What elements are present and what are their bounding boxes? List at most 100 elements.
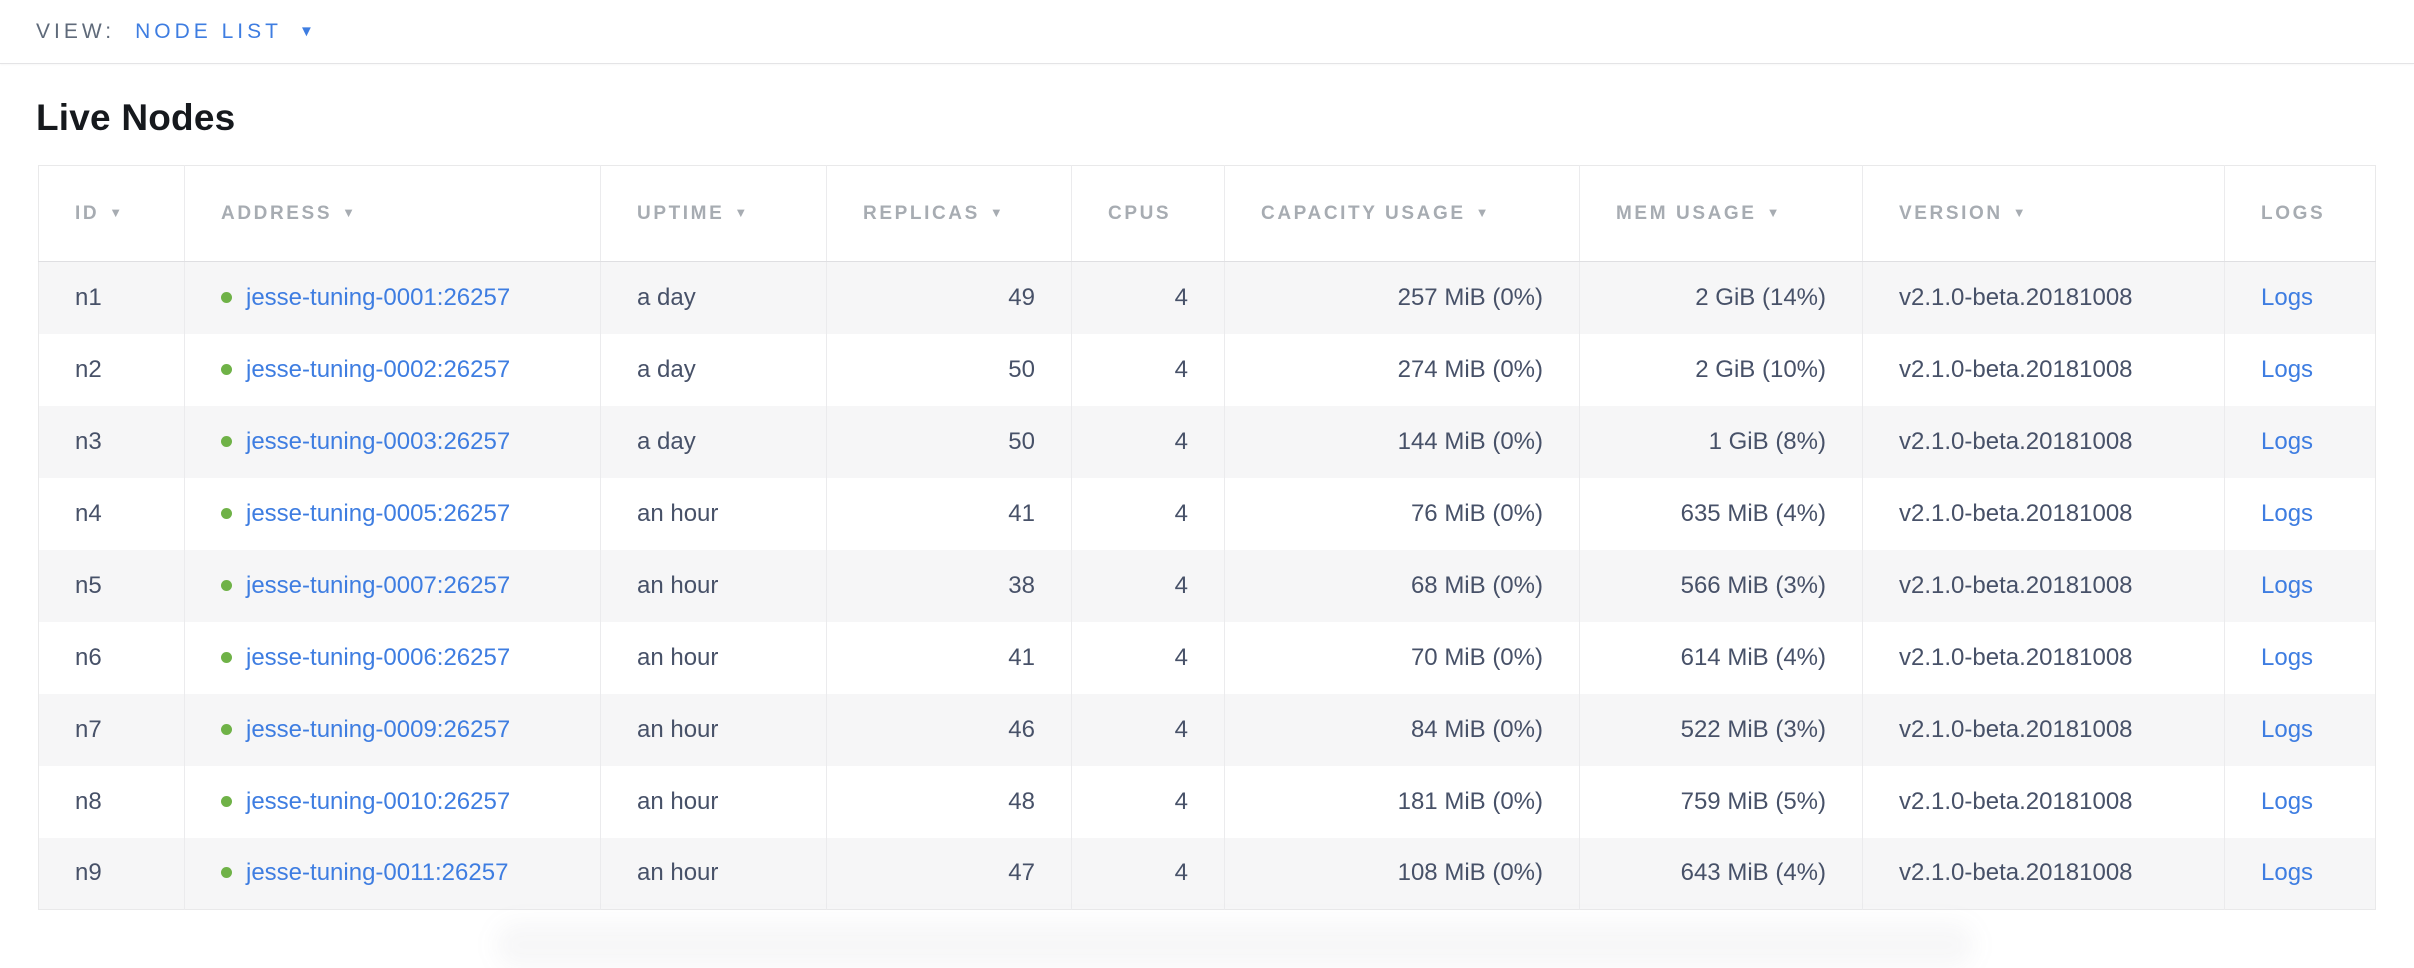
table-row: n6 jesse-tuning-0006:26257 an hour 41 4 70 Mi…	[38, 621, 2376, 694]
node-replicas-cell: 48	[826, 765, 1072, 838]
node-mem-usage-cell: 759 MiB (5%)	[1579, 765, 1863, 838]
address-link[interactable]: jesse-tuning-0005:26257	[246, 499, 511, 527]
node-status-healthy-icon	[221, 867, 232, 879]
node-address-cell: jesse-tuning-0002:26257	[184, 333, 601, 406]
node-version-cell: v2.1.0-beta.20181008	[1862, 261, 2225, 334]
logs-link[interactable]: Logs	[2261, 715, 2314, 743]
logs-link[interactable]: Logs	[2261, 499, 2314, 527]
node-status-healthy-icon	[221, 723, 232, 735]
node-capacity-usage-cell: 84 MiB (0%)	[1224, 693, 1580, 766]
node-cpus-cell: 4	[1071, 405, 1225, 478]
node-id-cell: n3	[38, 405, 185, 478]
node-uptime-cell: an hour	[600, 621, 827, 694]
node-version-cell: v2.1.0-beta.20181008	[1862, 765, 2225, 838]
node-logs-cell: Logs	[2225, 334, 2376, 406]
node-id-cell: n1	[38, 261, 185, 334]
column-header-address[interactable]: ADDRESS ▼	[184, 165, 601, 262]
column-header-id[interactable]: ID ▼	[38, 165, 185, 262]
node-cpus-cell: 4	[1071, 765, 1225, 838]
node-uptime-cell: an hour	[600, 693, 827, 766]
node-id-cell: n5	[38, 549, 185, 622]
logs-link[interactable]: Logs	[2261, 283, 2314, 311]
node-capacity-usage-cell: 70 MiB (0%)	[1224, 621, 1580, 694]
address-link[interactable]: jesse-tuning-0007:26257	[246, 571, 511, 599]
logs-link[interactable]: Logs	[2261, 643, 2314, 671]
node-id-cell: n8	[38, 765, 185, 838]
address-link[interactable]: jesse-tuning-0010:26257	[246, 787, 511, 815]
logs-link[interactable]: Logs	[2261, 787, 2314, 815]
node-version-cell: v2.1.0-beta.20181008	[1862, 837, 2225, 910]
logs-link[interactable]: Logs	[2261, 859, 2314, 887]
address-link[interactable]: jesse-tuning-0003:26257	[246, 427, 511, 455]
logs-link[interactable]: Logs	[2261, 427, 2314, 455]
node-replicas-cell: 47	[826, 837, 1072, 910]
address-link[interactable]: jesse-tuning-0002:26257	[246, 355, 511, 383]
chevron-down-icon: ▼	[298, 23, 314, 40]
table-row: n3 jesse-tuning-0003:26257 a day 50 4 144 MiB…	[38, 405, 2376, 478]
node-replicas-cell: 41	[826, 621, 1072, 694]
logs-link[interactable]: Logs	[2261, 355, 2314, 383]
node-status-healthy-icon	[221, 507, 232, 519]
column-header-capacity_usage[interactable]: CAPACITY USAGE ▼	[1224, 165, 1580, 262]
node-version-cell: v2.1.0-beta.20181008	[1862, 333, 2225, 406]
node-cpus-cell: 4	[1071, 693, 1225, 766]
node-mem-usage-cell: 2 GiB (14%)	[1579, 261, 1863, 334]
column-header-version[interactable]: VERSION ▼	[1862, 165, 2225, 262]
address-link[interactable]: jesse-tuning-0006:26257	[246, 643, 511, 671]
node-uptime-cell: an hour	[600, 549, 827, 622]
node-capacity-usage-cell: 144 MiB (0%)	[1224, 405, 1580, 478]
sort-desc-icon: ▼	[342, 204, 355, 220]
node-uptime-cell: a day	[600, 405, 827, 478]
content-shadow	[495, 922, 1975, 968]
node-logs-cell: Logs	[2225, 838, 2376, 910]
node-logs-cell: Logs	[2225, 478, 2376, 550]
node-version-cell: v2.1.0-beta.20181008	[1862, 621, 2225, 694]
address-link[interactable]: jesse-tuning-0011:26257	[246, 859, 509, 887]
column-label: CPUS	[1108, 202, 1172, 224]
node-cpus-cell: 4	[1071, 477, 1225, 550]
column-header-uptime[interactable]: UPTIME ▼	[600, 165, 827, 262]
node-address-cell: jesse-tuning-0009:26257	[184, 693, 601, 766]
node-status-healthy-icon	[221, 795, 232, 807]
view-selector[interactable]: NODE LIST ▼	[135, 20, 314, 44]
column-header-mem_usage[interactable]: MEM USAGE ▼	[1579, 165, 1863, 262]
column-label: UPTIME	[637, 202, 725, 224]
table-row: n9 jesse-tuning-0011:26257 an hour 47 4 108 M…	[38, 837, 2376, 910]
node-uptime-cell: an hour	[600, 765, 827, 838]
node-capacity-usage-cell: 181 MiB (0%)	[1224, 765, 1580, 838]
node-uptime-cell: a day	[600, 333, 827, 406]
address-link[interactable]: jesse-tuning-0009:26257	[246, 715, 511, 743]
node-replicas-cell: 38	[826, 549, 1072, 622]
node-logs-cell: Logs	[2225, 766, 2376, 838]
page-title: Live Nodes	[36, 97, 236, 138]
view-bar: VIEW: NODE LIST ▼	[0, 0, 2414, 64]
node-status-healthy-icon	[221, 579, 232, 591]
sort-desc-icon: ▼	[2012, 204, 2026, 220]
main-content: Live Nodes ID ▼ ADDRESS ▼ UPTIME ▼ REPLICAS ▼ CP…	[0, 96, 2414, 910]
node-status-healthy-icon	[221, 291, 232, 303]
column-label: ID	[75, 202, 100, 224]
node-replicas-cell: 49	[826, 261, 1072, 334]
node-mem-usage-cell: 566 MiB (3%)	[1579, 549, 1863, 622]
node-logs-cell: Logs	[2225, 262, 2376, 334]
node-replicas-cell: 46	[826, 693, 1072, 766]
node-capacity-usage-cell: 108 MiB (0%)	[1224, 837, 1580, 910]
node-capacity-usage-cell: 257 MiB (0%)	[1224, 261, 1580, 334]
node-uptime-cell: an hour	[600, 837, 827, 910]
node-capacity-usage-cell: 76 MiB (0%)	[1224, 477, 1580, 550]
logs-link[interactable]: Logs	[2261, 571, 2314, 599]
node-id-cell: n2	[38, 333, 185, 406]
column-header-replicas[interactable]: REPLICAS ▼	[826, 165, 1072, 262]
column-label: CAPACITY USAGE	[1261, 202, 1466, 224]
node-mem-usage-cell: 635 MiB (4%)	[1579, 477, 1863, 550]
column-header-cpus: CPUS	[1071, 165, 1225, 262]
live-nodes-table: ID ▼ ADDRESS ▼ UPTIME ▼ REPLICAS ▼ CPUS CAPACITY …	[38, 165, 2376, 910]
address-link[interactable]: jesse-tuning-0001:26257	[246, 283, 511, 311]
node-version-cell: v2.1.0-beta.20181008	[1862, 405, 2225, 478]
table-row: n2 jesse-tuning-0002:26257 a day 50 4 274 MiB…	[38, 333, 2376, 406]
node-address-cell: jesse-tuning-0010:26257	[184, 765, 601, 838]
column-label: LOGS	[2261, 202, 2326, 224]
node-version-cell: v2.1.0-beta.20181008	[1862, 549, 2225, 622]
view-label: VIEW:	[36, 19, 116, 43]
column-header-logs: LOGS	[2224, 165, 2376, 262]
